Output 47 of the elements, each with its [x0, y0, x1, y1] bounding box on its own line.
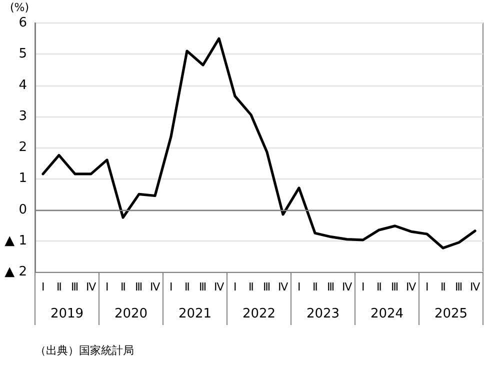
x-tick-label: Ⅲ	[71, 282, 79, 294]
x-tick-label: Ⅱ	[312, 282, 318, 294]
x-tick-label: Ⅳ	[342, 282, 353, 294]
text: 2020	[114, 306, 148, 322]
x-tick-label: Ⅳ	[406, 282, 417, 294]
x-tick-label: Ⅰ	[426, 282, 428, 294]
x-tick-label: Ⅲ	[455, 282, 463, 294]
text: 2023	[306, 306, 340, 322]
text: 2025	[434, 306, 468, 322]
x-tick-label: Ⅱ	[56, 282, 62, 294]
text: （出典）国家統計局	[35, 344, 134, 357]
text: 2024	[370, 306, 404, 322]
y-tick-label: ▲ 2	[4, 264, 27, 280]
line-series	[42, 37, 476, 250]
x-tick-label: Ⅰ	[170, 282, 172, 294]
x-tick-label: Ⅲ	[135, 282, 143, 294]
y-tick-label: 6	[18, 16, 27, 30]
x-tick-label: Ⅱ	[248, 282, 254, 294]
y-tick-label: ▲ 1	[4, 233, 27, 248]
y-tick-label: 4	[18, 78, 27, 93]
x-tick-label: Ⅲ	[263, 282, 271, 294]
y-axis-title: (%)	[10, 1, 30, 14]
x-tick-label: Ⅲ	[391, 282, 399, 294]
x-tick-label: Ⅱ	[440, 282, 446, 294]
text: 2019	[50, 306, 84, 322]
x-tick-label: Ⅲ	[199, 282, 207, 294]
y-tick-label: 1	[18, 171, 27, 186]
x-tick-label: Ⅳ	[470, 282, 481, 294]
x-tick-label: Ⅳ	[214, 282, 225, 294]
x-tick-label: Ⅰ	[298, 282, 300, 294]
x-tick-label: Ⅱ	[120, 282, 126, 294]
y-tick-label: 0	[18, 202, 27, 218]
y-tick-label: 2	[18, 140, 27, 155]
x-tick-label: Ⅰ	[234, 282, 236, 294]
x-tick-label: Ⅳ	[86, 282, 97, 294]
x-tick-label: Ⅰ	[362, 282, 364, 294]
x-tick-label: Ⅱ	[376, 282, 382, 294]
x-tick-label: Ⅳ	[278, 282, 289, 294]
text: 2022	[242, 306, 276, 322]
x-tick-label: Ⅲ	[327, 282, 335, 294]
x-tick-label: Ⅰ	[106, 282, 108, 294]
x-tick-label: Ⅳ	[150, 282, 161, 294]
x-tick-label: Ⅱ	[184, 282, 190, 294]
text: 2021	[178, 306, 212, 322]
y-tick-label: 5	[18, 46, 27, 62]
y-tick-label: 3	[18, 108, 27, 124]
x-tick-label: Ⅰ	[42, 282, 44, 294]
